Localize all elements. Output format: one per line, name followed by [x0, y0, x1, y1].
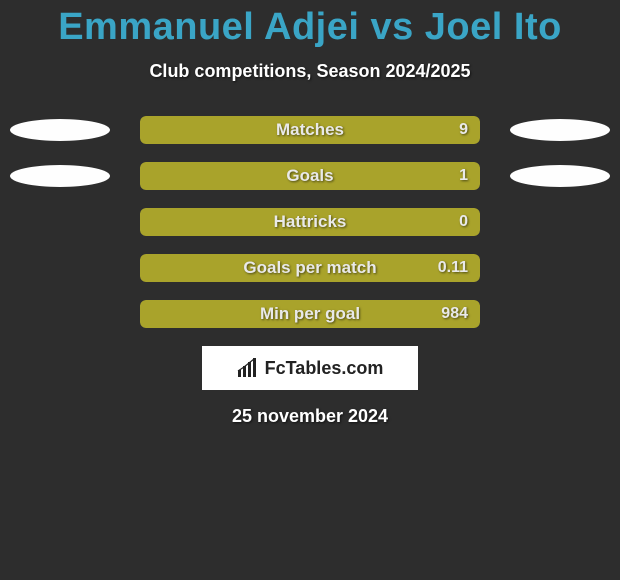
logo-box: FcTables.com	[202, 346, 418, 390]
page-title: Emmanuel Adjei vs Joel Ito	[0, 0, 620, 49]
stat-row: Goals per match0.11	[0, 254, 620, 282]
bar-track	[140, 116, 480, 144]
stat-row: Hattricks0	[0, 208, 620, 236]
stat-row: Min per goal984	[0, 300, 620, 328]
bar-fill	[140, 254, 480, 282]
bar-fill	[140, 116, 480, 144]
left-pill	[10, 165, 110, 187]
bar-track	[140, 162, 480, 190]
page-subtitle: Club competitions, Season 2024/2025	[0, 61, 620, 82]
left-pill	[10, 119, 110, 141]
stats-container: Matches9 Goals1 Hattricks0 Goals per match0…	[0, 116, 620, 328]
footer-date: 25 november 2024	[0, 406, 620, 427]
bar-fill	[140, 208, 480, 236]
stat-row: Goals1	[0, 162, 620, 190]
bar-track	[140, 300, 480, 328]
bar-fill	[140, 300, 480, 328]
logo-text: FcTables.com	[265, 358, 384, 379]
bar-fill	[140, 162, 480, 190]
stat-row: Matches9	[0, 116, 620, 144]
chart-icon	[237, 358, 259, 378]
right-pill	[510, 119, 610, 141]
right-pill	[510, 165, 610, 187]
bar-track	[140, 254, 480, 282]
bar-track	[140, 208, 480, 236]
